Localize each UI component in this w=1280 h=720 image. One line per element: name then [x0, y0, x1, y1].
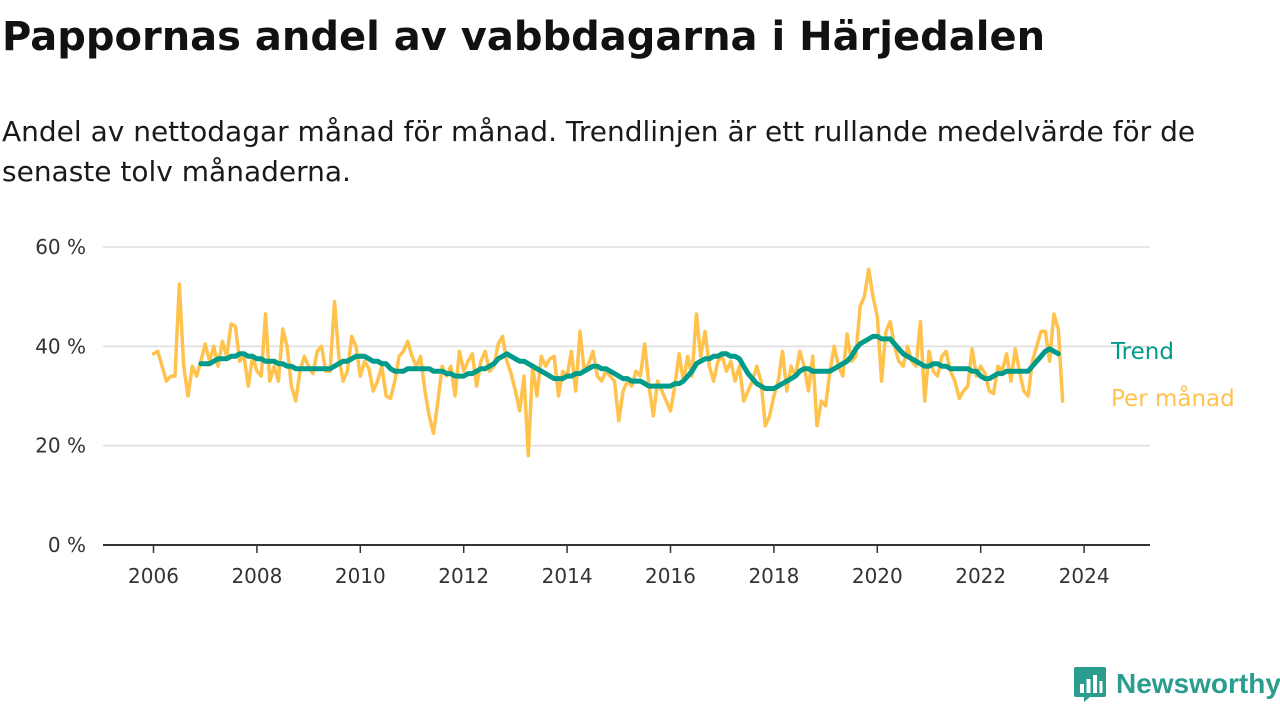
x-tick-label: 2020	[852, 564, 903, 588]
chart-subtitle: Andel av nettodagar månad för månad. Tre…	[2, 115, 1196, 188]
series-label-per-manad: Per månad	[1111, 384, 1235, 412]
y-tick-label: 0 %	[48, 533, 86, 557]
tick-labels: 0 % 20 % 40 % 60 % 2006 2008 2010 2012 2014 2016 2…	[35, 235, 1235, 588]
brand-name: Newsworthy	[1116, 668, 1280, 699]
x-tick-label: 2016	[645, 564, 696, 588]
x-tick-label: 2022	[955, 564, 1006, 588]
x-tick-label: 2024	[1059, 564, 1110, 588]
series-line-trend	[198, 333, 1061, 391]
grid-lines	[103, 246, 1150, 447]
x-tick-label: 2012	[438, 564, 489, 588]
chart-title: Pappornas andel av vabbdagarna i Härjeda…	[2, 14, 1046, 60]
newsworthy-chart-icon	[1074, 667, 1106, 702]
y-tick-label: 60 %	[35, 235, 86, 259]
x-tick-label: 2018	[748, 564, 799, 588]
x-axis	[103, 544, 1150, 553]
newsworthy-logo: Newsworthy	[1072, 664, 1280, 704]
y-tick-label: 20 %	[35, 434, 86, 458]
x-tick-label: 2008	[231, 564, 282, 588]
x-tick-label: 2014	[542, 564, 593, 588]
x-tick-label: 2010	[335, 564, 386, 588]
series-lines	[151, 267, 1065, 458]
y-tick-label: 40 %	[35, 334, 86, 358]
series-line-per-månad	[151, 267, 1065, 458]
series-label-trend: Trend	[1110, 339, 1174, 365]
x-tick-label: 2006	[128, 564, 179, 588]
